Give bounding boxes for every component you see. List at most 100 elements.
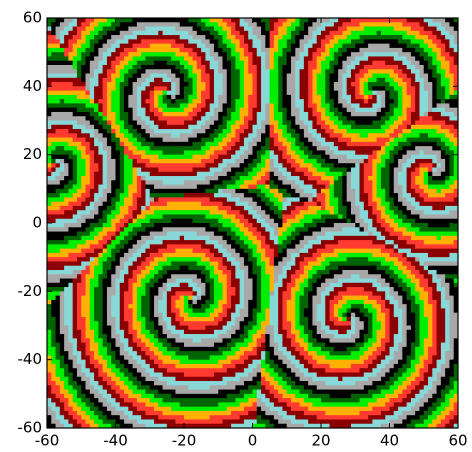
field-cell	[90, 249, 95, 254]
field-cell	[201, 334, 206, 339]
field-cell	[73, 155, 78, 160]
field-cell	[184, 338, 189, 343]
field-cell	[150, 121, 155, 126]
field-cell	[240, 261, 245, 266]
field-cell	[107, 56, 112, 61]
field-cell	[193, 334, 198, 339]
field-cell	[214, 317, 219, 322]
field-cell	[261, 219, 266, 224]
field-cell	[60, 39, 65, 44]
field-cell	[253, 377, 258, 382]
field-cell	[227, 394, 232, 399]
field-cell	[98, 150, 103, 155]
field-cell	[56, 330, 61, 335]
field-cell	[231, 261, 236, 266]
field-cell	[248, 65, 253, 70]
field-cell	[150, 150, 155, 155]
field-cell	[244, 180, 249, 185]
field-cell	[120, 368, 125, 373]
field-cell	[60, 129, 65, 134]
field-cell	[180, 398, 185, 403]
field-cell	[128, 31, 133, 36]
field-cell	[197, 385, 202, 390]
field-cell	[261, 287, 266, 292]
field-cell	[248, 415, 253, 420]
field-cell	[270, 22, 275, 27]
field-cell	[137, 232, 142, 237]
field-cell	[103, 150, 108, 155]
field-cell	[141, 138, 146, 143]
field-cell	[193, 129, 198, 134]
field-cell	[103, 108, 108, 113]
field-cell	[90, 65, 95, 70]
field-cell	[180, 185, 185, 190]
field-cell	[231, 65, 236, 70]
field-cell	[81, 129, 86, 134]
field-cell	[64, 167, 69, 172]
field-cell	[133, 300, 138, 305]
field-cell	[163, 232, 168, 237]
field-cell	[150, 372, 155, 377]
field-cell	[261, 78, 266, 83]
field-cell	[81, 351, 86, 356]
field-cell	[107, 227, 112, 232]
field-cell	[193, 125, 198, 130]
field-cell	[94, 150, 99, 155]
field-cell	[116, 240, 121, 245]
field-cell	[133, 167, 138, 172]
field-cell	[163, 206, 168, 211]
field-cell	[218, 167, 223, 172]
field-cell	[51, 39, 56, 44]
field-cell	[265, 334, 270, 339]
field-cell	[73, 411, 78, 416]
field-cell	[98, 210, 103, 215]
field-cell	[175, 142, 180, 147]
field-cell	[167, 133, 172, 138]
field-cell	[64, 385, 69, 390]
field-cell	[218, 321, 223, 326]
field-cell	[86, 338, 91, 343]
field-cell	[223, 91, 228, 96]
field-cell	[103, 189, 108, 194]
field-cell	[214, 31, 219, 36]
field-cell	[64, 44, 69, 49]
field-cell	[240, 236, 245, 241]
field-cell	[107, 244, 112, 249]
field-cell	[128, 355, 133, 360]
field-cell	[231, 347, 236, 352]
field-cell	[184, 381, 189, 386]
field-cell	[184, 283, 189, 288]
field-cell	[81, 279, 86, 284]
field-cell	[111, 167, 116, 172]
field-cell	[244, 27, 249, 32]
field-cell	[137, 44, 142, 49]
field-cell	[116, 232, 121, 237]
field-cell	[73, 232, 78, 237]
field-cell	[77, 266, 82, 271]
field-cell	[60, 146, 65, 151]
field-cell	[253, 419, 258, 424]
field-cell	[81, 48, 86, 53]
field-cell	[56, 193, 61, 198]
field-cell	[167, 103, 172, 108]
field-cell	[111, 279, 116, 284]
field-cell	[167, 52, 172, 57]
field-cell	[73, 257, 78, 262]
field-cell	[175, 69, 180, 74]
field-cell	[73, 351, 78, 356]
field-cell	[103, 304, 108, 309]
field-cell	[137, 343, 142, 348]
field-cell	[158, 108, 163, 113]
field-cell	[120, 283, 125, 288]
field-cell	[103, 138, 108, 143]
field-cell	[103, 27, 108, 32]
field-cell	[188, 313, 193, 318]
field-cell	[77, 112, 82, 117]
field-cell	[86, 334, 91, 339]
field-cell	[184, 180, 189, 185]
field-cell	[103, 398, 108, 403]
field-cell	[253, 142, 258, 147]
field-cell	[154, 287, 159, 292]
field-cell	[193, 163, 198, 168]
field-cell	[197, 116, 202, 121]
